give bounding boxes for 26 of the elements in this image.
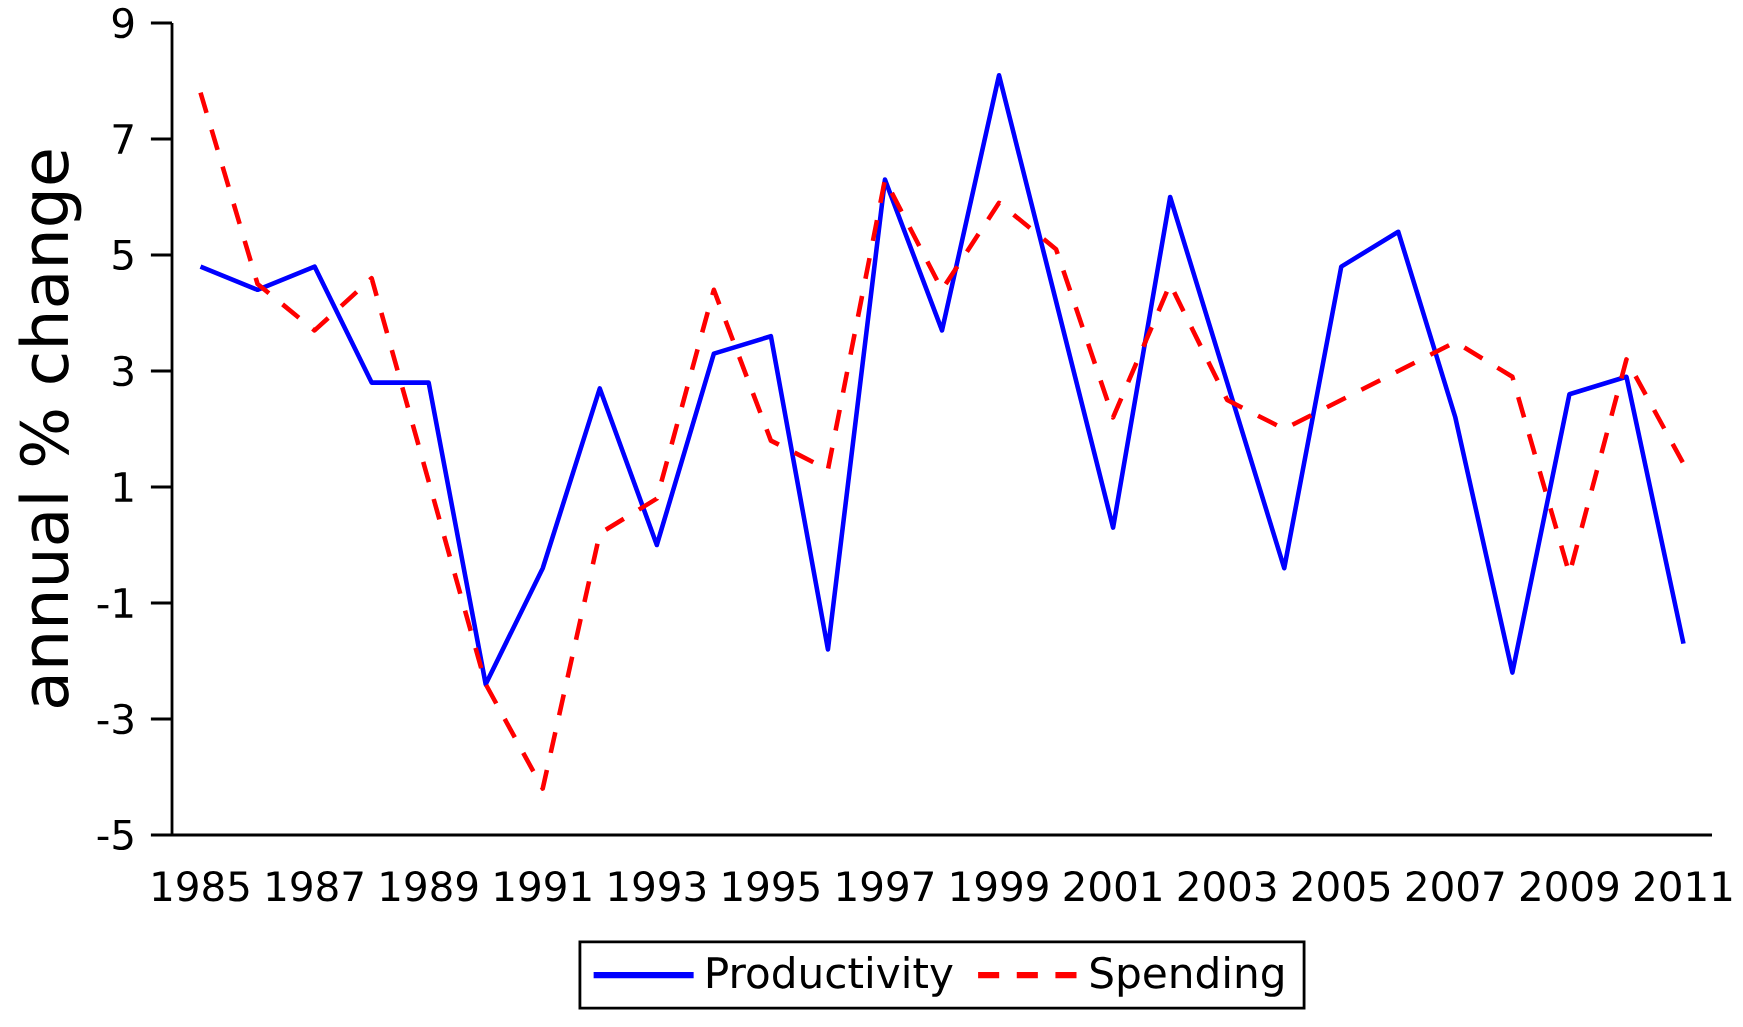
x-tick-label: 1987 — [267, 870, 363, 902]
x-tick-label: 2011 — [1635, 870, 1732, 902]
x-tick-label: 2007 — [1406, 870, 1504, 902]
y-tick-label: 1 — [114, 472, 133, 502]
line-series — [198, 72, 1686, 687]
y-tick-label: 9 — [112, 7, 134, 39]
x-tick-label: 2005 — [1292, 870, 1390, 902]
x-tick-label: 2009 — [1520, 870, 1618, 902]
y-axis-title: annual % change — [18, 150, 82, 707]
x-tick-label: 2003 — [1178, 870, 1276, 902]
x-tick-label: 1995 — [723, 870, 819, 902]
y-tick-label: 7 — [113, 124, 133, 154]
legend-label: Spending — [1091, 956, 1283, 997]
x-tick-label: 1991 — [495, 870, 591, 902]
y-tick-label: -1 — [97, 588, 133, 618]
x-tick-label: 2001 — [1064, 870, 1161, 902]
legend-label: Productivity — [707, 956, 953, 997]
y-tick-label: 5 — [113, 240, 133, 270]
y-tick-label: -3 — [97, 703, 133, 735]
x-tick-label: 1989 — [381, 870, 478, 902]
x-tick-label: 1999 — [952, 870, 1048, 902]
x-tick-label: 1997 — [838, 870, 933, 902]
x-tick-label: 1985 — [153, 870, 249, 902]
y-tick-label: -5 — [97, 820, 133, 850]
y-tick-label: 3 — [113, 355, 133, 387]
x-tick-label: 1993 — [609, 870, 705, 902]
